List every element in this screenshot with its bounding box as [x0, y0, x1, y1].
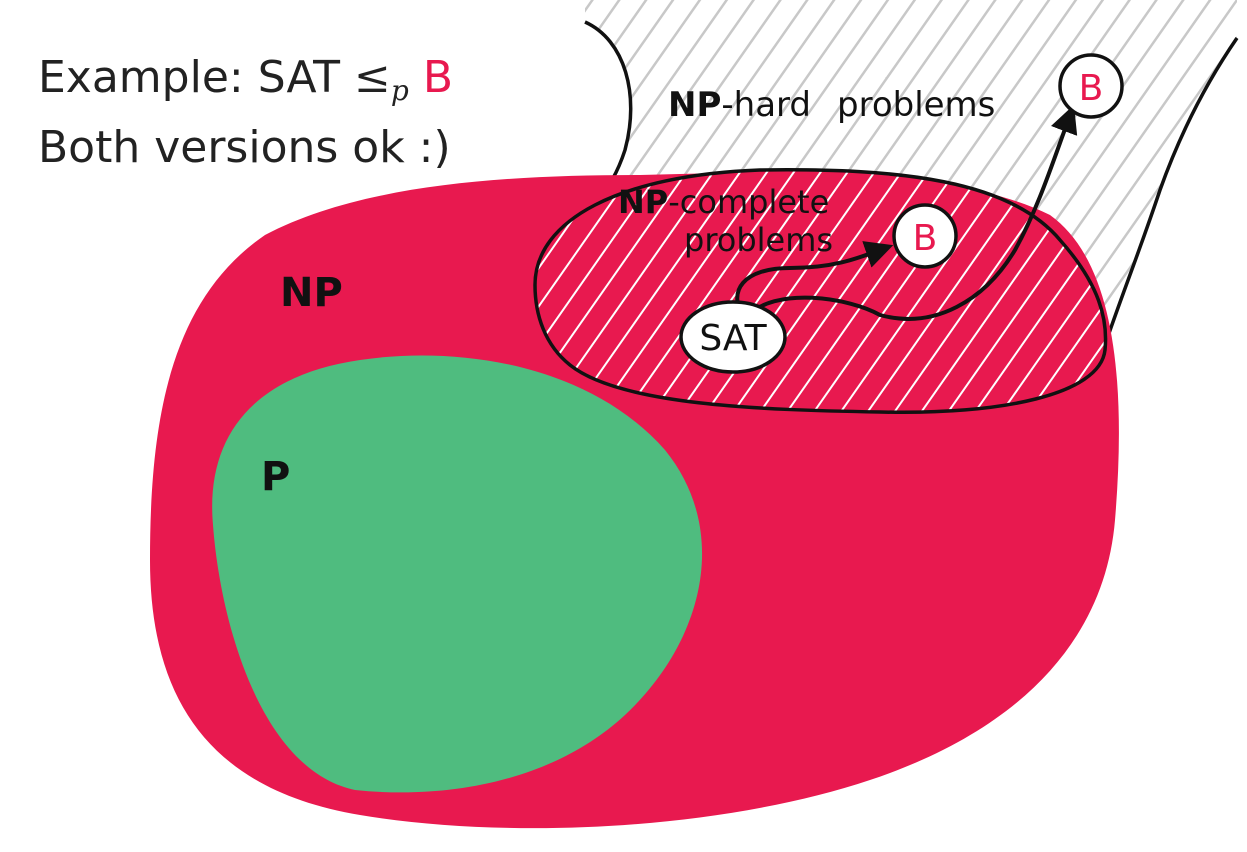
np-complete-label: NP-complete	[618, 183, 829, 221]
np-complete-region	[533, 168, 1108, 415]
caption-relation-symbol: ≤	[354, 52, 391, 103]
np-complete-label-suffix: -complete	[668, 183, 829, 221]
sat-node: SAT	[679, 300, 787, 374]
b-hard-node-label: B	[1079, 68, 1104, 109]
caption-example-text: Example: SAT	[38, 52, 354, 103]
caption-example-line: Example: SAT ≤p B	[38, 56, 453, 105]
np-complete-label-word: problems	[684, 221, 833, 259]
np-hard-label: NP-hard problems	[668, 85, 995, 125]
np-complete-label-bold: NP	[618, 183, 668, 221]
b-hard-node: B	[1058, 53, 1124, 119]
p-region	[212, 355, 703, 793]
caption-target-b: B	[422, 52, 453, 103]
p-label: P	[261, 454, 290, 500]
arrow-sat-to-b-complete	[735, 241, 894, 322]
caption-relation-subscript: p	[390, 74, 409, 107]
b-complete-node-label: B	[913, 218, 938, 259]
arrow-sat-to-b-hard	[743, 104, 1078, 321]
sat-node-label: SAT	[699, 318, 767, 359]
np-hard-label-bold: NP	[668, 85, 721, 125]
np-label: NP	[280, 270, 343, 316]
np-hard-boundary-right	[1103, 37, 1239, 346]
caption-both-versions-line: Both versions ok :)	[38, 122, 451, 173]
np-hard-label-word: problems	[837, 85, 995, 125]
b-complete-node: B	[892, 203, 958, 269]
np-hard-label-suffix: -hard	[721, 85, 811, 125]
